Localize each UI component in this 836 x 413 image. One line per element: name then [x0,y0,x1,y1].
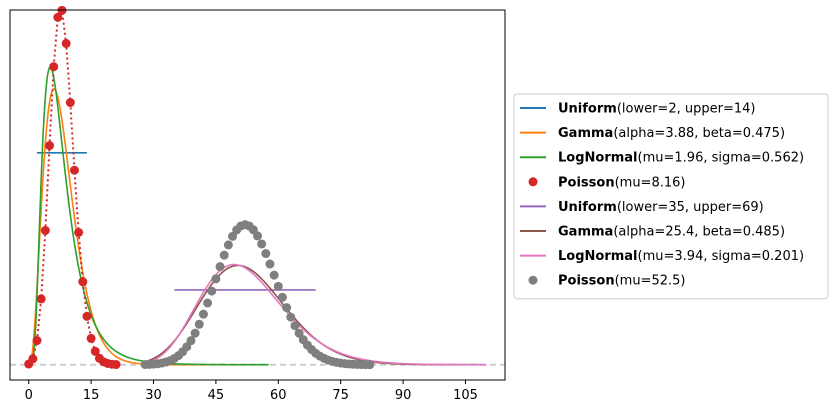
x-tick-label: 90 [395,388,412,403]
legend-entry-8: Poisson(mu=52.5) [528,274,685,289]
poisson-point-k3 [36,294,46,304]
poisson-point-k55 [253,231,262,241]
legend-label: Uniform(lower=2, upper=14) [558,102,755,117]
legend-label: Poisson(mu=52.5) [558,274,685,289]
poisson-point-k65 [294,328,304,338]
legend-entry-7: LogNormal(mu=3.94, sigma=0.201) [520,249,804,264]
poisson-point-k16 [90,346,100,356]
legend-label: Uniform(lower=35, upper=69) [558,200,764,215]
lognormal-curve [28,65,269,366]
legend-label: Gamma(alpha=3.88, beta=0.475) [558,126,785,141]
legend-frame [513,93,829,300]
legend: Uniform(lower=2, upper=14)Gamma(alpha=3.… [513,93,829,300]
legend-dist-params: (mu=52.5) [615,274,686,289]
poisson-point-k6 [49,62,59,72]
legend-entry-4: Poisson(mu=8.16) [528,175,685,190]
poisson-point-k48 [223,240,233,250]
lognormal-curve [145,263,487,366]
plot-area [9,5,506,381]
poisson-point-k42 [198,309,208,319]
poisson-point-k44 [207,286,217,296]
legend-dist-params: (lower=2, upper=14) [617,102,756,117]
x-tick-label: 60 [270,388,287,403]
legend-label: LogNormal(mu=3.94, sigma=0.201) [558,249,804,264]
poisson-point-k1 [28,354,38,364]
legend-dist-name: Gamma [558,126,613,141]
series-4-poisson [24,5,121,370]
x-tick-label: 45 [208,388,225,403]
x-axis: 0 15 30 45 60 75 90 105 [25,380,478,403]
legend-entry-6: Gamma(alpha=25.4, beta=0.485) [520,225,785,240]
poisson-point-k11 [69,165,79,175]
plot-frame [9,9,506,381]
poisson-point-k62 [282,303,292,313]
legend-entry-1: Uniform(lower=2, upper=14) [520,102,755,117]
poisson-point-k2 [32,336,42,346]
legend-dot-swatch [528,177,538,187]
poisson-point-k47 [219,250,229,260]
poisson-point-k45 [211,274,221,284]
legend-dist-params: (mu=8.16) [615,175,686,190]
poisson-point-k49 [228,231,238,241]
legend-dist-params: (mu=1.96, sigma=0.562) [638,151,805,166]
gamma-curve [28,88,269,366]
legend-entry-3: LogNormal(mu=1.96, sigma=0.562) [520,151,804,166]
poisson-point-k4 [40,225,50,235]
poisson-point-k58 [265,259,275,269]
legend-entry-2: Gamma(alpha=3.88, beta=0.475) [520,126,785,141]
poisson-point-k14 [82,311,92,321]
series-2-gamma [28,88,269,366]
legend-dist-name: Poisson [558,175,615,190]
poisson-point-k12 [74,227,84,237]
poisson-point-k7 [53,12,63,22]
poisson-point-k5 [45,141,55,151]
legend-dist-params: (mu=3.94, sigma=0.201) [638,249,805,264]
x-tick-label: 30 [145,388,162,403]
poisson-point-k59 [269,270,279,280]
legend-label: Gamma(alpha=25.4, beta=0.485) [558,225,785,240]
legend-label: Poisson(mu=8.16) [558,175,685,190]
x-tick-label: 105 [453,388,478,403]
x-tick-label: 15 [83,388,100,403]
legend-dist-name: LogNormal [558,151,638,166]
series-8-poisson [140,220,375,370]
x-tick-label: 0 [25,388,33,403]
legend-dist-name: Poisson [558,274,615,289]
legend-dist-name: Gamma [558,225,613,240]
poisson-point-k63 [286,312,296,322]
poisson-point-k82 [365,360,375,370]
poisson-point-k10 [65,98,75,108]
poisson-point-k21 [111,360,121,370]
poisson-point-k15 [86,333,96,343]
legend-dist-params: (alpha=25.4, beta=0.485) [613,225,785,240]
legend-dot-swatch [528,275,538,285]
legend-entry-5: Uniform(lower=35, upper=69) [520,200,764,215]
poisson-point-k60 [273,281,283,291]
legend-dist-name: LogNormal [558,249,638,264]
legend-label: LogNormal(mu=1.96, sigma=0.562) [558,151,804,166]
legend-dist-name: Uniform [558,102,617,117]
poisson-point-k64 [290,321,300,331]
poisson-point-k39 [186,336,196,346]
poisson-point-k13 [78,277,88,287]
poisson-point-k40 [190,328,200,338]
poisson-point-k46 [215,262,225,272]
legend-dist-params: (alpha=3.88, beta=0.475) [613,126,785,141]
poisson-point-k43 [203,298,213,308]
poisson-point-k9 [61,38,71,48]
x-tick-label: 75 [332,388,349,403]
legend-dist-name: Uniform [558,200,617,215]
poisson-point-k56 [257,239,267,249]
series-7-lognormal [145,263,487,366]
poisson-point-k41 [194,319,204,329]
legend-dist-params: (lower=35, upper=69) [617,200,764,215]
poisson-point-k57 [261,249,271,259]
poisson-point-k61 [277,292,287,302]
series-3-lognormal [28,65,269,366]
